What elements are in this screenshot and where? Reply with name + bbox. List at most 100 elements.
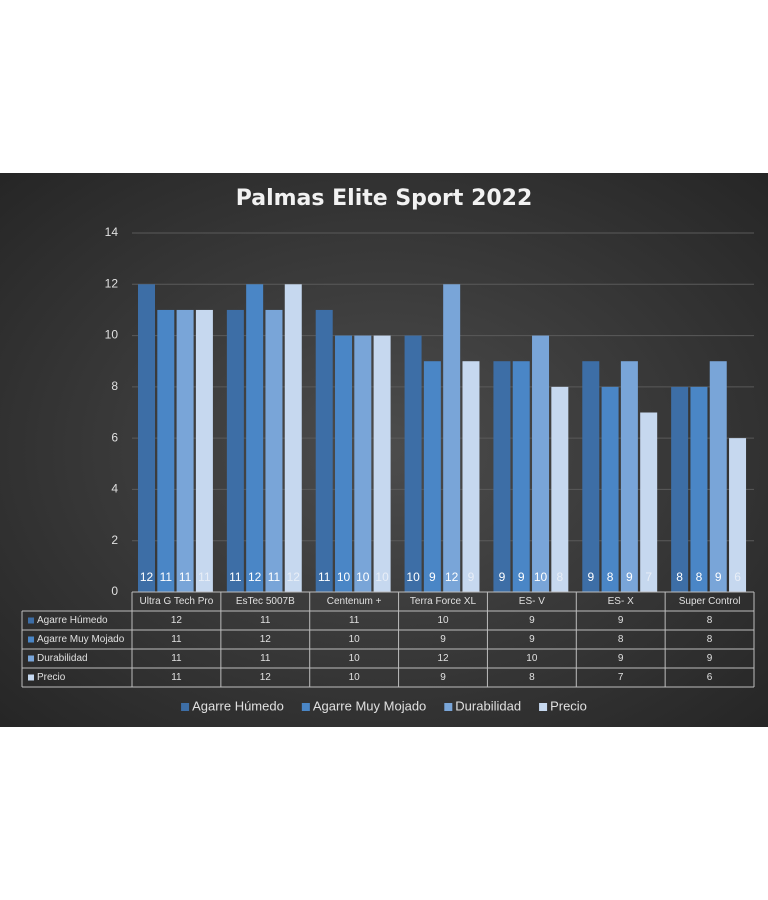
- table-legend-key: [28, 636, 34, 643]
- chart-title: Palmas Elite Sport 2022: [236, 186, 533, 211]
- table-cell: 11: [349, 615, 360, 626]
- bar: [176, 309, 194, 592]
- data-label: 9: [499, 570, 506, 584]
- table-cell: 11: [171, 672, 182, 683]
- table-cell: 9: [440, 634, 446, 645]
- table-legend-key: [28, 655, 34, 662]
- legend-label: Durabilidad: [455, 698, 521, 713]
- x-tick-label: Ultra G Tech Pro: [140, 596, 214, 607]
- table-cell: 12: [260, 672, 272, 683]
- data-label: 7: [645, 570, 652, 584]
- data-label: 10: [375, 570, 389, 584]
- table-cell: 11: [171, 634, 182, 645]
- y-tick-label: 14: [105, 225, 119, 239]
- y-tick-label: 2: [111, 533, 118, 547]
- bar: [601, 386, 619, 592]
- bar: [462, 361, 480, 592]
- legend-key: [539, 703, 548, 711]
- table-cell: 9: [618, 615, 624, 626]
- table-cell: 10: [349, 653, 361, 664]
- table-cell: 8: [707, 634, 713, 645]
- table-row-label: Agarre Muy Mojado: [37, 634, 125, 645]
- table-cell: 9: [529, 615, 535, 626]
- data-label: 10: [337, 570, 351, 584]
- x-tick-label: Terra Force XL: [410, 596, 477, 607]
- y-tick-label: 0: [111, 584, 118, 598]
- bar: [373, 335, 391, 592]
- bar: [284, 284, 302, 592]
- bar: [315, 309, 333, 592]
- data-label: 9: [626, 570, 633, 584]
- bar: [138, 284, 155, 592]
- table-cell: 8: [618, 634, 624, 645]
- bar: [246, 284, 264, 592]
- bar: [690, 386, 708, 592]
- table-legend-key: [28, 617, 34, 624]
- bar: [493, 361, 511, 592]
- table-cell: 11: [171, 653, 182, 664]
- data-label: 9: [468, 570, 475, 584]
- legend-key: [444, 703, 453, 711]
- bar: [729, 438, 747, 592]
- data-label: 10: [534, 570, 548, 584]
- x-tick-label: Centenum +: [327, 596, 382, 607]
- table-cell: 10: [437, 615, 449, 626]
- table-cell: 11: [260, 615, 271, 626]
- bar: [195, 309, 213, 592]
- bar: [640, 412, 658, 592]
- bar: [582, 361, 600, 592]
- table-cell: 11: [260, 653, 271, 664]
- bar: [620, 361, 638, 592]
- bar: [551, 386, 569, 592]
- y-tick-label: 10: [105, 328, 119, 342]
- data-label: 8: [676, 570, 683, 584]
- table-cell: 12: [260, 634, 272, 645]
- bar: [157, 309, 175, 592]
- table-row-label: Agarre Húmedo: [37, 615, 108, 626]
- legend-label: Precio: [550, 698, 587, 713]
- data-label: 11: [198, 570, 211, 584]
- bar: [423, 361, 441, 592]
- data-label: 11: [179, 570, 192, 584]
- data-label: 9: [587, 570, 594, 584]
- x-tick-label: ES- V: [519, 596, 545, 607]
- legend-label: Agarre Húmedo: [192, 698, 284, 713]
- legend-label: Agarre Muy Mojado: [313, 698, 426, 713]
- data-label: 12: [140, 570, 154, 584]
- bar: [532, 335, 550, 592]
- table-row-label: Durabilidad: [37, 653, 88, 664]
- table-cell: 10: [349, 672, 361, 683]
- x-tick-label: EsTec 5007B: [236, 596, 295, 607]
- y-tick-label: 4: [111, 482, 118, 496]
- legend-key: [181, 703, 190, 711]
- bar: [671, 386, 689, 592]
- data-label: 11: [160, 570, 173, 584]
- table-row-label: Precio: [37, 672, 66, 683]
- y-tick-label: 12: [105, 276, 119, 290]
- table-cell: 12: [437, 653, 449, 664]
- data-label: 10: [406, 570, 420, 584]
- bar: [443, 284, 461, 592]
- data-label: 8: [696, 570, 703, 584]
- table-cell: 10: [349, 634, 361, 645]
- table-cell: 8: [707, 615, 713, 626]
- data-label: 9: [429, 570, 436, 584]
- table-cell: 9: [529, 634, 535, 645]
- bar: [335, 335, 353, 592]
- data-label: 11: [229, 570, 242, 584]
- data-label: 12: [248, 570, 262, 584]
- table-legend-key: [28, 674, 34, 681]
- data-label: 9: [715, 570, 722, 584]
- x-tick-label: ES- X: [608, 596, 634, 607]
- table-cell: 6: [707, 672, 713, 683]
- bar: [226, 309, 244, 592]
- bar: [354, 335, 372, 592]
- table-cell: 10: [526, 653, 538, 664]
- table-cell: 8: [529, 672, 535, 683]
- data-label: 12: [445, 570, 459, 584]
- data-label: 8: [607, 570, 614, 584]
- data-label: 9: [518, 570, 525, 584]
- table-cell: 9: [707, 653, 713, 664]
- data-label: 11: [318, 570, 331, 584]
- table-cell: 12: [171, 615, 183, 626]
